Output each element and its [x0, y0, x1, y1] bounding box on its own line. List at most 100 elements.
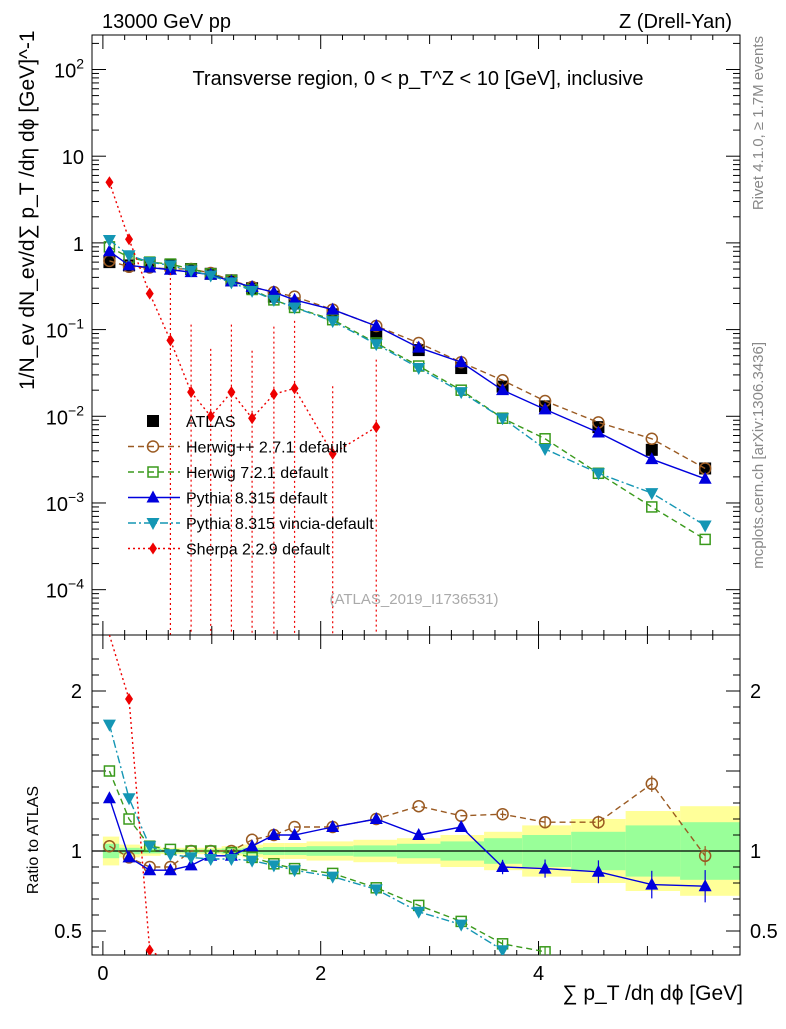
marker-sherpa-2-2-9-default	[187, 386, 196, 399]
y-tick-label: 1	[73, 234, 84, 256]
marker-herwig-7-2-1-default	[646, 501, 658, 513]
y-tick-label: 102	[54, 55, 84, 82]
marker-sherpa-2-2-9-default	[125, 233, 134, 246]
ratio-marker-pythia-8-315-vincia-default	[369, 884, 383, 897]
series-line-pythia-8-315-vincia-default	[108, 239, 706, 527]
marker-sherpa-2-2-9-default	[105, 176, 114, 189]
y-tick-label: 10−4	[46, 576, 84, 603]
marker-pythia-8-315-vincia-default	[224, 277, 238, 290]
ratio-marker-pythia-8-315-vincia-default	[245, 855, 259, 868]
marker-herwig-2-7-1-default	[645, 432, 659, 446]
legend-label-atlas: ATLAS	[186, 414, 236, 431]
x-tick-label: 2	[315, 963, 326, 985]
legend-marker-atlas	[147, 415, 159, 427]
ratio-y-axis-label: Ratio to ATLAS	[25, 786, 42, 894]
marker-pythia-8-315-default	[645, 452, 659, 465]
ratio-marker-pythia-8-315-default	[454, 820, 468, 832]
marker-pythia-8-315-default	[122, 258, 136, 271]
marker-herwig-7-2-1-default	[539, 433, 551, 445]
ratio-line-herwig-7-2-1-default	[108, 770, 546, 953]
ratio-marker-pythia-8-315-vincia-default	[122, 793, 136, 806]
marker-pythia-8-315-vincia-default	[698, 520, 712, 533]
marker-pythia-8-315-vincia-default	[326, 316, 340, 329]
ratio-marker-pythia-8-315-default	[102, 791, 116, 804]
x-tick-label: 0	[97, 963, 108, 985]
legend: ATLAS Herwig++ 2.7.1 default Herwig 7.2.1 …	[128, 414, 374, 559]
marker-sherpa-2-2-9-default	[372, 421, 381, 434]
marker-pythia-8-315-default	[538, 402, 552, 415]
marker-pythia-8-315-vincia-default	[122, 250, 136, 263]
marker-pythia-8-315-vincia-default	[369, 339, 383, 352]
marker-atlas	[645, 443, 658, 456]
marker-pythia-8-315-vincia-default	[245, 285, 259, 298]
ratio-y-tick-label-right: 2	[750, 681, 761, 703]
marker-pythia-8-315-vincia-default	[591, 468, 605, 481]
legend-marker-herwig-7-2-1-default	[147, 466, 159, 478]
main-title: Transverse region, 0 < p_T^Z < 10 [GeV],…	[192, 68, 643, 90]
ratio-marker-pythia-8-315-vincia-default	[224, 854, 238, 866]
legend-label-pythia-8-315-default: Pythia 8.315 default	[186, 491, 328, 508]
ratio-marker-pythia-8-315-vincia-default	[163, 849, 177, 862]
ratio-marker-herwig-7-2-1-default	[103, 765, 116, 777]
ratio-series	[102, 635, 712, 955]
legend-label-pythia-8-315-vincia-default: Pythia 8.315 vincia-default	[186, 516, 374, 533]
marker-pythia-8-315-vincia-default	[267, 294, 281, 307]
ratio-marker-pythia-8-315-default	[538, 861, 552, 874]
ratio-marker-pythia-8-315-vincia-default	[102, 719, 116, 732]
ratio-frame	[91, 634, 741, 956]
ratio-marker-pythia-8-315-default	[163, 863, 177, 876]
ratio-marker-pythia-8-315-default	[496, 860, 510, 872]
header-left: 13000 GeV pp	[102, 11, 231, 33]
marker-sherpa-2-2-9-default	[227, 386, 236, 399]
ratio-marker-sherpa-2-2-9-default	[125, 693, 134, 705]
marker-sherpa-2-2-9-default	[145, 287, 154, 300]
marker-pythia-8-315-vincia-default	[184, 265, 198, 278]
ratio-marker-pythia-8-315-default	[143, 863, 157, 876]
legend-marker-pythia-8-315-vincia-default	[146, 518, 160, 530]
analysis-watermark: (ATLAS_2019_I1736531)	[329, 591, 498, 608]
x-axis-label: ∑ p_T /dη dϕ [GeV]	[563, 982, 743, 1005]
marker-sherpa-2-2-9-default	[290, 382, 299, 395]
main-plot: 10−4 10−3 10−2 10−1 1 10 102 ATLAS Herwig++ 2.7.…	[46, 34, 741, 636]
marker-pythia-8-315-default	[102, 244, 116, 257]
y-tick-label: 10−1	[46, 316, 84, 343]
ratio-marker-pythia-8-315-vincia-default	[143, 841, 157, 854]
ratio-y-tick-label: 2	[71, 681, 82, 703]
ratio-marker-herwig-2-7-1-default	[538, 815, 552, 829]
ratio-marker-herwig-2-7-1-default	[592, 815, 605, 829]
marker-pythia-8-315-default	[412, 340, 426, 353]
legend-label-herwig-7-2-1-default: Herwig 7.2.1 default	[186, 465, 329, 482]
marker-pythia-8-315-vincia-default	[102, 234, 116, 247]
ratio-marker-herwig-2-7-1-default	[645, 777, 659, 791]
marker-pythia-8-315-vincia-default	[538, 443, 552, 456]
legend-label-herwig-2-7-1-default: Herwig++ 2.7.1 default	[186, 440, 348, 457]
ratio-y-tick-label: 1	[71, 841, 82, 863]
series-line-herwig-2-7-1-default	[109, 260, 706, 470]
marker-sherpa-2-2-9-default	[328, 447, 337, 460]
ratio-marker-pythia-8-315-vincia-default	[326, 871, 340, 884]
marker-pythia-8-315-vincia-default	[204, 270, 218, 283]
mcplots-label: mcplots.cern.ch [arXiv:1306.3436]	[750, 342, 767, 569]
ratio-marker-pythia-8-315-vincia-default	[204, 854, 218, 866]
ratio-marker-herwig-7-2-1-default	[123, 813, 135, 825]
ratio-marker-pythia-8-315-default	[288, 828, 302, 840]
marker-pythia-8-315-vincia-default	[454, 387, 468, 400]
ratio-marker-sherpa-2-2-9-default	[145, 944, 154, 955]
ratio-marker-pythia-8-315-vincia-default	[496, 945, 510, 955]
marker-pythia-8-315-vincia-default	[288, 302, 302, 315]
ratio-marker-pythia-8-315-default	[326, 820, 340, 832]
marker-pythia-8-315-vincia-default	[412, 363, 426, 376]
legend-marker-sherpa-2-2-9-default	[149, 542, 157, 555]
legend-label-sherpa-2-2-9-default: Sherpa 2.2.9 default	[186, 542, 331, 559]
marker-pythia-8-315-default	[288, 292, 302, 305]
ratio-marker-herwig-2-7-1-default	[412, 799, 425, 813]
ratio-marker-pythia-8-315-default	[645, 877, 659, 890]
main-y-axis-label: 1/N_ev dN_ev/d∑ p_T /dη dϕ [GeV]^-1	[16, 30, 39, 390]
marker-pythia-8-315-default	[326, 302, 340, 315]
marker-pythia-8-315-default	[369, 318, 383, 331]
legend-marker-herwig-2-7-1-default	[146, 440, 160, 453]
marker-sherpa-2-2-9-default	[166, 334, 175, 347]
y-tick-label: 10−2	[46, 402, 84, 429]
ratio-marker-pythia-8-315-vincia-default	[288, 865, 302, 878]
